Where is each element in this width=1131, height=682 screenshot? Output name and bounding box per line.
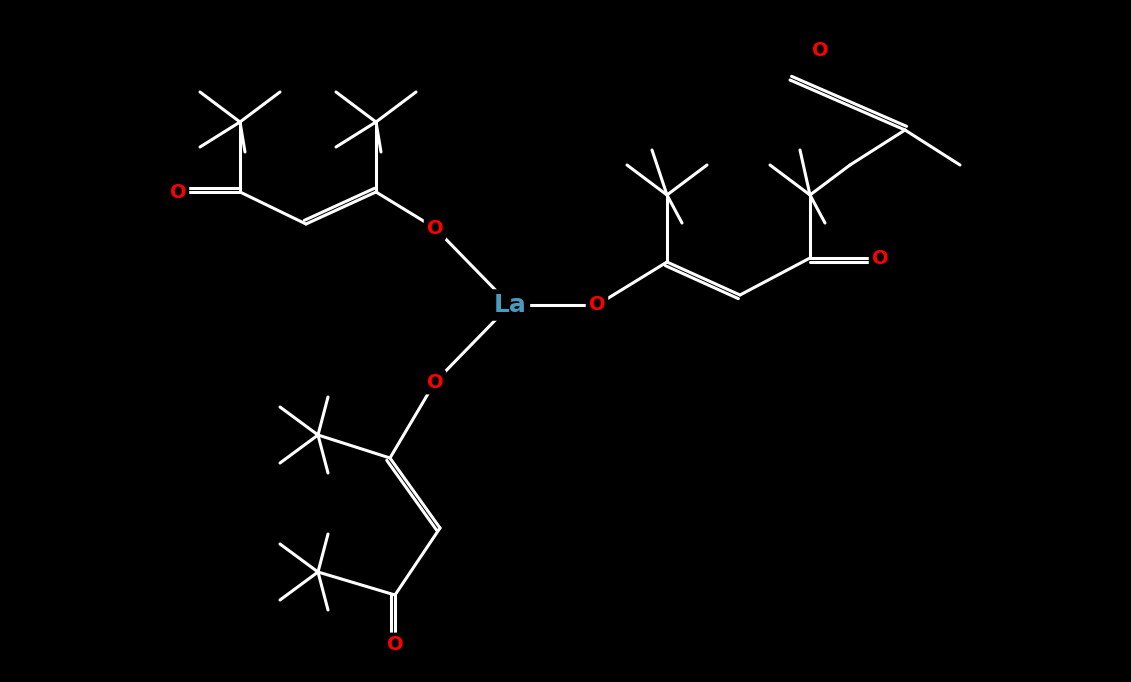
Text: O: O bbox=[812, 40, 828, 59]
Text: O: O bbox=[589, 295, 605, 314]
Text: La: La bbox=[493, 293, 526, 317]
Text: O: O bbox=[872, 248, 888, 267]
Text: O: O bbox=[170, 183, 187, 201]
Text: O: O bbox=[387, 636, 404, 655]
Text: O: O bbox=[426, 218, 443, 237]
Text: O: O bbox=[426, 372, 443, 391]
